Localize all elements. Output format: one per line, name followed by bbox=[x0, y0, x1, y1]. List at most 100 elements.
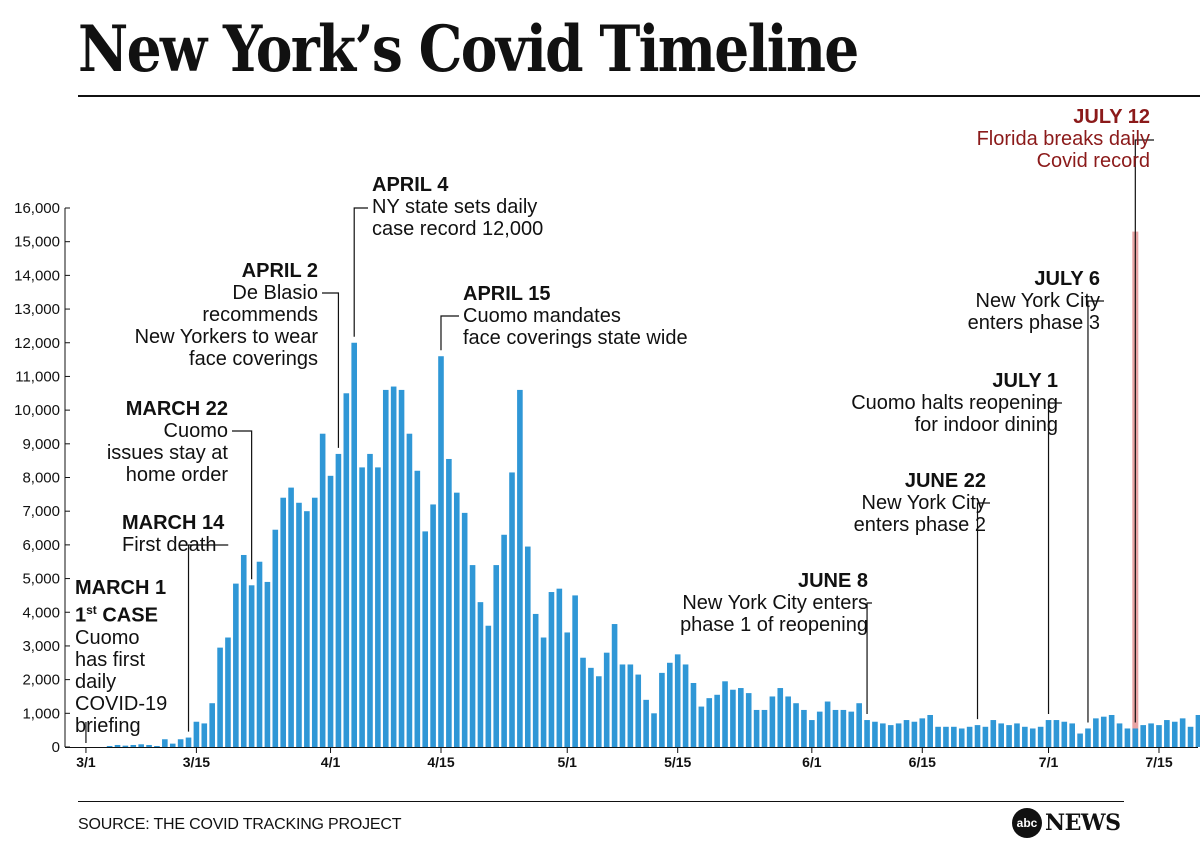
bar bbox=[706, 698, 713, 747]
leader-line bbox=[976, 502, 990, 720]
bar bbox=[114, 744, 121, 747]
bar bbox=[730, 689, 736, 747]
annotation-june-22: JUNE 22 New York City enters phase 2 bbox=[853, 470, 986, 536]
bar bbox=[722, 681, 728, 747]
leader-line bbox=[353, 207, 368, 337]
bar bbox=[659, 672, 665, 747]
bar bbox=[816, 711, 823, 747]
title-divider bbox=[78, 95, 1200, 97]
bar bbox=[1029, 728, 1036, 747]
bar bbox=[1085, 728, 1091, 747]
y-tick-label: 16,000 bbox=[14, 200, 60, 217]
y-tick-label: 2,000 bbox=[22, 672, 60, 689]
bar bbox=[327, 475, 334, 747]
bar bbox=[864, 720, 870, 747]
bar bbox=[745, 693, 752, 747]
bar bbox=[880, 723, 886, 747]
bar bbox=[296, 502, 302, 747]
bar bbox=[256, 561, 263, 747]
bar bbox=[154, 745, 160, 747]
leader-line bbox=[322, 292, 340, 448]
bar bbox=[769, 696, 776, 747]
bar bbox=[761, 709, 768, 747]
annotation-april-2: APRIL 2 De Blasio recommends New Yorkers… bbox=[134, 260, 318, 370]
annotation-subtitle: 1st CASE bbox=[75, 603, 158, 627]
x-tick-label: 5/15 bbox=[664, 754, 691, 770]
bar bbox=[130, 744, 137, 747]
bar bbox=[248, 585, 255, 747]
bar bbox=[430, 504, 436, 747]
bar bbox=[477, 602, 484, 747]
abc-logo-circle: abc bbox=[1012, 808, 1042, 838]
bar bbox=[311, 497, 318, 747]
bar bbox=[580, 657, 586, 747]
bar bbox=[635, 674, 642, 747]
bar bbox=[698, 706, 705, 747]
bar bbox=[382, 389, 389, 747]
bar bbox=[895, 723, 902, 747]
x-tick-label: 6/15 bbox=[909, 754, 936, 770]
annotation-april-4: APRIL 4 NY state sets daily case record … bbox=[372, 174, 544, 240]
bar bbox=[225, 637, 231, 747]
y-tick-label: 1,000 bbox=[22, 705, 60, 722]
bar bbox=[1077, 733, 1083, 747]
bar bbox=[611, 624, 618, 747]
bar bbox=[887, 725, 894, 747]
bar bbox=[572, 595, 578, 747]
bar bbox=[177, 739, 184, 747]
y-tick-label: 5,000 bbox=[22, 571, 60, 588]
y-tick-label: 12,000 bbox=[14, 335, 60, 352]
bar bbox=[651, 713, 657, 747]
x-tick-label: 5/1 bbox=[558, 754, 578, 770]
bar bbox=[1045, 720, 1052, 747]
bar bbox=[753, 709, 760, 747]
bar bbox=[304, 511, 310, 747]
bar-chart: 0 1,000 2,000 3,000 4,000 5,000 6,000 7,000 8,00… bbox=[14, 139, 1200, 770]
annotation-march-1: MARCH 1 1st CASE Cuomo has first daily C… bbox=[75, 577, 168, 737]
y-axis: 0 1,000 2,000 3,000 4,000 5,000 6,000 7,000 8,00… bbox=[14, 200, 70, 756]
bar bbox=[1124, 728, 1131, 747]
annotation-july-6: JULY 6 New York City enters phase 3 bbox=[967, 268, 1100, 334]
annotation-march-22: MARCH 22 Cuomo issues stay at home order bbox=[106, 398, 228, 486]
y-tick-label: 13,000 bbox=[14, 301, 60, 318]
bar bbox=[674, 654, 681, 747]
bar bbox=[690, 682, 697, 747]
bar bbox=[375, 467, 381, 747]
bar bbox=[643, 699, 649, 747]
leader-line bbox=[440, 315, 459, 351]
bar bbox=[935, 726, 941, 747]
bar bbox=[911, 721, 918, 747]
bar bbox=[217, 647, 223, 747]
bar bbox=[824, 701, 831, 747]
annotation-july-1: JULY 1 Cuomo halts reopening for indoor … bbox=[851, 370, 1058, 436]
x-tick-label: 3/1 bbox=[76, 754, 96, 770]
bar bbox=[1100, 716, 1107, 747]
bar bbox=[367, 453, 373, 747]
bar bbox=[485, 625, 492, 747]
bar bbox=[1195, 714, 1200, 747]
bar bbox=[461, 512, 468, 747]
bar bbox=[138, 744, 144, 747]
bar bbox=[280, 497, 286, 747]
annotation-june-8: JUNE 8 New York City enters phase 1 of r… bbox=[680, 570, 868, 636]
x-tick-label: 6/1 bbox=[802, 754, 822, 770]
bar bbox=[840, 709, 847, 747]
bar bbox=[1053, 720, 1060, 747]
y-tick-label: 15,000 bbox=[14, 234, 60, 251]
bar-series bbox=[106, 231, 1200, 748]
leader-line bbox=[1134, 139, 1154, 723]
bar bbox=[524, 546, 531, 747]
y-tick-label: 0 bbox=[52, 739, 60, 756]
bar bbox=[556, 588, 563, 747]
bar bbox=[832, 709, 839, 747]
bar bbox=[469, 565, 476, 747]
bar bbox=[185, 737, 192, 747]
bar bbox=[1108, 714, 1115, 747]
bar bbox=[343, 393, 350, 747]
bar bbox=[627, 664, 634, 747]
bar bbox=[509, 472, 515, 747]
chart-title: New York’s Covid Timeline bbox=[78, 12, 859, 87]
source-credit: SOURCE: THE COVID TRACKING PROJECT bbox=[78, 816, 402, 833]
bar bbox=[359, 467, 365, 747]
bar bbox=[162, 739, 168, 747]
